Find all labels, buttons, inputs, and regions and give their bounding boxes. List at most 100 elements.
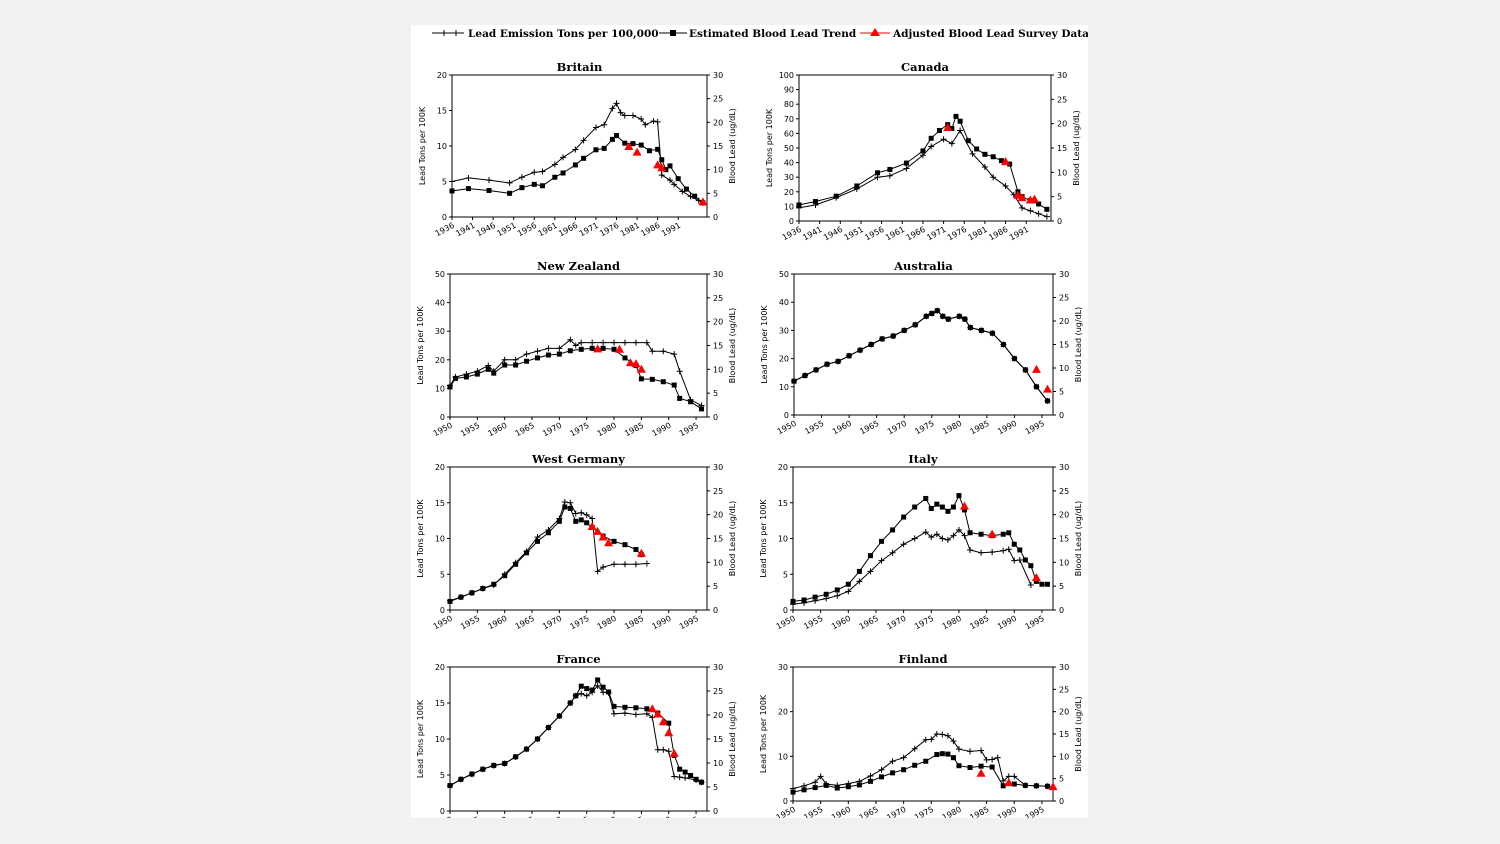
series-adjusted-blood-lead-survey-data xyxy=(976,768,1058,791)
data-point-square xyxy=(606,689,612,695)
ytick-right-label: 10 xyxy=(1059,558,1069,567)
data-point-square xyxy=(611,538,617,544)
ytick-left-label: 30 xyxy=(784,173,794,182)
ytick-left-label: 15 xyxy=(437,107,447,116)
series-adjusted-blood-lead-survey-data xyxy=(647,704,679,757)
data-point-square xyxy=(447,783,453,789)
series-lead-emission-tons-per-100-000 xyxy=(447,499,650,604)
ylabel-left: Lead Tons per 100K xyxy=(416,699,425,778)
plot-frame xyxy=(792,466,1054,611)
data-point-square xyxy=(589,687,595,693)
data-point-square xyxy=(567,505,573,511)
data-point-square xyxy=(692,193,698,199)
data-point-triangle xyxy=(1031,364,1041,373)
data-point-square xyxy=(458,776,464,782)
xtick-label: 1955 xyxy=(802,805,824,818)
series-estimated-blood-lead-trend xyxy=(447,345,705,412)
ytick-right-label: 5 xyxy=(1059,388,1064,397)
data-point-plus xyxy=(643,560,650,567)
data-point-square xyxy=(491,762,497,768)
data-point-plus xyxy=(1000,777,1007,784)
data-point-plus xyxy=(545,345,552,352)
xtick-label: 1956 xyxy=(516,221,538,239)
ytick-left-label: 10 xyxy=(778,535,788,544)
chart-title-britain: Britain xyxy=(557,60,603,74)
plot-frame xyxy=(792,666,1054,802)
ytick-right-label: 0 xyxy=(713,606,718,615)
data-point-plus xyxy=(1027,581,1034,588)
ytick-left-label: 0 xyxy=(442,213,447,222)
xtick-label: 1980 xyxy=(941,805,963,818)
data-point-square xyxy=(578,683,584,689)
series-lead-emission-tons-per-100-000 xyxy=(796,127,1050,220)
data-point-plus xyxy=(1027,207,1034,214)
data-point-square xyxy=(513,561,519,567)
data-point-plus xyxy=(812,779,819,786)
data-point-square xyxy=(534,736,540,742)
xtick-label: 1980 xyxy=(941,614,963,632)
data-point-plus xyxy=(989,549,996,556)
xtick-label: 1971 xyxy=(578,221,600,239)
ytick-left-label: 20 xyxy=(778,463,788,472)
series-lead-emission-tons-per-100-000 xyxy=(449,100,706,206)
data-point-square xyxy=(589,345,595,351)
data-point-square xyxy=(912,322,918,328)
data-point-square xyxy=(1036,201,1042,207)
data-point-square xyxy=(447,598,453,604)
data-point-square xyxy=(901,514,907,520)
data-point-plus xyxy=(589,515,596,522)
data-point-square xyxy=(801,787,807,793)
series-lead-emission-tons-per-100-000 xyxy=(447,336,705,409)
series-adjusted-blood-lead-survey-data xyxy=(1031,364,1052,393)
data-point-square xyxy=(962,316,968,322)
data-point-plus xyxy=(845,588,852,595)
ytick-right-label: 5 xyxy=(1059,582,1064,591)
ylabel-right: Blood Lead (ug/dL) xyxy=(1074,696,1083,772)
data-point-triangle xyxy=(976,768,986,777)
data-point-plus xyxy=(583,511,590,518)
data-point-square xyxy=(945,316,951,322)
data-point-square xyxy=(901,767,907,773)
chart-title-australia: Australia xyxy=(893,259,953,273)
data-point-square xyxy=(867,778,873,784)
data-point-plus xyxy=(609,105,616,112)
data-point-plus xyxy=(834,592,841,599)
data-point-plus xyxy=(1043,213,1050,220)
data-point-square xyxy=(539,183,545,189)
data-point-plus xyxy=(922,736,929,743)
data-point-plus xyxy=(556,345,563,352)
data-point-plus xyxy=(643,710,650,717)
plot-frame xyxy=(449,666,708,812)
data-point-square xyxy=(646,148,652,154)
data-point-square xyxy=(857,347,863,353)
data-point-plus xyxy=(950,532,957,539)
data-point-square xyxy=(463,374,469,380)
ytick-right-label: 20 xyxy=(1059,317,1069,326)
data-point-plus xyxy=(572,510,579,517)
ytick-left-label: 30 xyxy=(435,327,445,336)
data-point-plus xyxy=(539,168,546,175)
data-point-square xyxy=(1000,342,1006,347)
ytick-left-label: 0 xyxy=(789,217,794,226)
data-point-square xyxy=(469,771,475,777)
legend-survey-label: Adjusted Blood Lead Survey Data xyxy=(892,28,1088,40)
data-point-square xyxy=(791,378,797,384)
data-point-square xyxy=(956,763,962,769)
ytick-right-label: 10 xyxy=(713,558,723,567)
data-point-triangle xyxy=(615,344,625,353)
xtick-label: 1965 xyxy=(514,614,536,632)
data-point-plus xyxy=(594,682,601,689)
data-point-square xyxy=(812,594,818,600)
data-point-plus xyxy=(944,732,951,739)
ytick-left-label: 0 xyxy=(440,606,445,615)
data-point-square xyxy=(556,518,562,524)
series-estimated-blood-lead-trend xyxy=(790,493,1050,604)
series-line xyxy=(792,494,1048,602)
data-point-plus xyxy=(676,774,683,781)
data-point-plus xyxy=(889,758,896,765)
data-point-triangle xyxy=(987,529,997,538)
ytick-right-label: 25 xyxy=(713,687,723,696)
xtick-label: 1995 xyxy=(678,815,700,818)
ytick-right-label: 15 xyxy=(1059,341,1069,350)
data-point-square xyxy=(562,504,568,510)
